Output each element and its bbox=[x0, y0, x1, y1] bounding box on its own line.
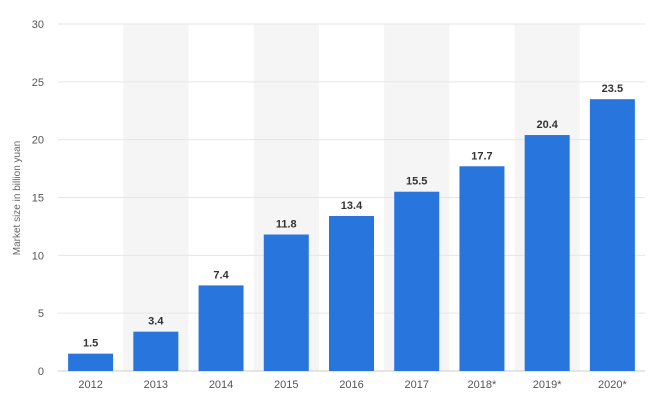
y-tick-label-30: 30 bbox=[32, 19, 44, 31]
x-tick-label-2013: 2013 bbox=[144, 379, 168, 391]
bar-2018 bbox=[459, 166, 505, 371]
bars bbox=[68, 99, 635, 371]
bar-2015 bbox=[263, 234, 309, 371]
bar-2019 bbox=[524, 135, 570, 371]
data-label-2018: 17.7 bbox=[471, 150, 492, 162]
y-tick-label-25: 25 bbox=[32, 77, 44, 89]
data-label-2017: 15.5 bbox=[406, 176, 427, 188]
y-tick-label-20: 20 bbox=[32, 135, 44, 147]
data-label-2012: 1.5 bbox=[83, 338, 98, 350]
data-label-2014: 7.4 bbox=[213, 269, 229, 281]
y-tick-label-15: 15 bbox=[32, 193, 44, 205]
data-label-2019: 20.4 bbox=[536, 119, 558, 131]
y-axis-title: Market size in billion yuan bbox=[12, 141, 23, 256]
x-tick-label-2014: 2014 bbox=[209, 379, 233, 391]
y-axis-ticks: 0 5 10 15 20 25 30 bbox=[32, 19, 44, 378]
x-tick-label-2018: 2018* bbox=[468, 379, 497, 391]
data-label-2020: 23.5 bbox=[602, 83, 623, 95]
data-labels: 1.5 3.4 7.4 11.8 13.4 15.5 17.7 20.4 23.5 bbox=[83, 83, 623, 349]
bar-2014 bbox=[198, 285, 244, 371]
x-tick-label-2020: 2020* bbox=[598, 379, 627, 391]
data-label-2016: 13.4 bbox=[341, 200, 363, 212]
bar-2016 bbox=[329, 216, 374, 371]
data-label-2015: 11.8 bbox=[276, 219, 297, 231]
bar-2020 bbox=[589, 99, 635, 371]
x-tick-label-2019: 2019* bbox=[533, 379, 562, 391]
x-tick-label-2012: 2012 bbox=[78, 379, 102, 391]
x-axis-ticks: 2012 2013 2014 2015 2016 2017 2018* 2019* 2020* bbox=[78, 379, 627, 391]
x-tick-label-2015: 2015 bbox=[274, 379, 298, 391]
data-label-2013: 3.4 bbox=[148, 316, 164, 328]
y-tick-label-0: 0 bbox=[38, 366, 44, 378]
y-tick-label-5: 5 bbox=[38, 308, 44, 320]
y-tick-label-10: 10 bbox=[32, 250, 44, 262]
bar-2013 bbox=[133, 331, 179, 371]
x-tick-label-2017: 2017 bbox=[404, 379, 428, 391]
x-tick-label-2016: 2016 bbox=[339, 379, 363, 391]
bar-2017 bbox=[394, 191, 440, 371]
bar-2012 bbox=[68, 353, 114, 371]
